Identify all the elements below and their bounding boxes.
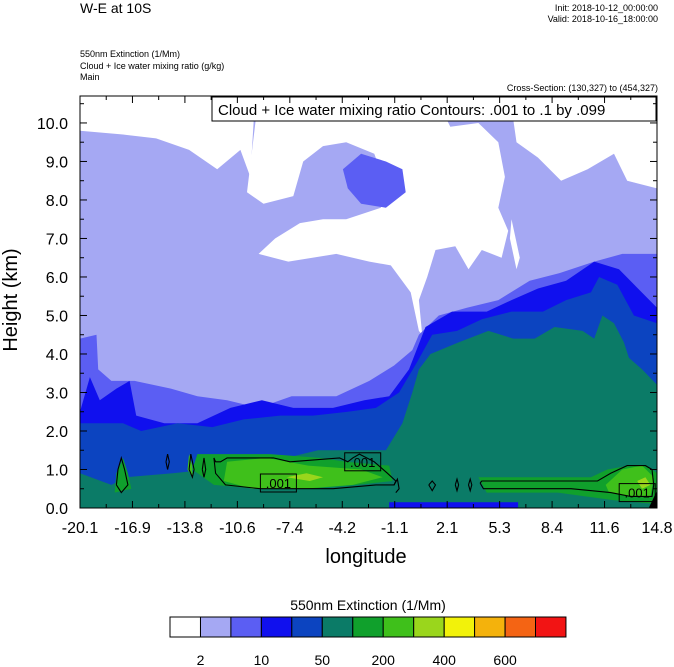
colorbar-swatch-3	[260, 616, 293, 638]
mixing-ratio-contour-9	[467, 477, 473, 493]
colorbar-swatch-9	[443, 616, 476, 638]
colorbar-swatch-5	[321, 616, 354, 638]
field-name-domain: Main	[80, 72, 100, 82]
contour-label-0: .001	[350, 455, 375, 470]
colorbar-swatch-6	[352, 616, 384, 638]
x-tick-label-5: -4.2	[329, 520, 357, 537]
valid-time: Valid: 2018-10-16_18:00:00	[547, 14, 658, 24]
y-tick-label-7: 7.0	[46, 232, 68, 249]
extinction-region-19	[648, 490, 657, 508]
y-tick-label-1: 1.0	[46, 463, 68, 480]
colorbar-label-0: 2	[197, 652, 205, 667]
mixing-ratio-contour-4	[165, 453, 170, 470]
y-axis-label: Height (km)	[0, 248, 22, 351]
mixing-ratio-contour-7	[428, 480, 437, 492]
x-tick-label-11: 14.8	[641, 520, 672, 537]
colorbar-label-4: 400	[433, 652, 457, 667]
colorbar-label-1: 10	[254, 652, 270, 667]
contour-info-box: Cloud + Ice water mixing ratio Contours:…	[211, 96, 657, 122]
extinction-region-16	[286, 473, 323, 481]
x-tick-label-6: -1.1	[381, 520, 409, 537]
mixing-ratio-contour-2	[479, 465, 655, 497]
y-tick-label-9: 9.0	[46, 155, 68, 172]
colorbar: 2 10 50 200 400 600	[169, 616, 567, 667]
x-tick-label-7: 2.1	[436, 520, 458, 537]
contour-label-1: .001	[266, 476, 291, 491]
colorbar-label-5: 600	[493, 652, 517, 667]
x-tick-label-4: -7.4	[276, 520, 304, 537]
mixing-ratio-contour-8	[454, 477, 460, 493]
x-axis-label: longitude	[325, 546, 406, 568]
mixing-ratio-contour-1	[393, 477, 400, 493]
colorbar-label-3: 200	[372, 652, 396, 667]
colorbar-swatch-0	[169, 616, 201, 638]
mixing-ratio-contour-0	[213, 453, 397, 490]
colorbar-swatch-11	[504, 616, 537, 638]
extinction-region-4	[509, 219, 520, 270]
colorbar-swatch-2	[230, 616, 262, 638]
x-tick-label-2: -13.8	[167, 520, 204, 537]
field-name-extinction: 550nm Extinction (1/Mm)	[80, 49, 181, 59]
extinction-region-1	[80, 96, 256, 177]
extinction-fill-layer	[80, 96, 657, 508]
extinction-region-17	[637, 477, 651, 489]
y-tick-label-2: 2.0	[46, 424, 68, 441]
x-tick-label-10: 11.6	[590, 520, 620, 537]
y-tick-label-6: 6.0	[46, 270, 68, 287]
extinction-region-9	[80, 315, 657, 508]
cross-section-label: Cross-Section: (130,327) to (454,327)	[506, 83, 658, 93]
y-tick-label-3: 3.0	[46, 386, 68, 403]
colorbar-swatch-1	[200, 616, 232, 638]
x-tick-label-8: 5.3	[488, 520, 510, 537]
mixing-ratio-contour-3	[115, 455, 129, 494]
y-tick-label-10: 10.0	[37, 116, 68, 133]
colorbar-label-2: 50	[315, 652, 331, 667]
y-tick-label-8: 8.0	[46, 193, 68, 210]
y-tick-label-5: 5.0	[46, 309, 68, 326]
y-tick-label-0: 0.0	[46, 501, 68, 518]
extinction-region-5	[342, 153, 406, 208]
mixing-ratio-contour-5	[188, 453, 195, 479]
x-tick-label-0: -20.1	[62, 520, 99, 537]
colorbar-swatch-8	[413, 616, 445, 638]
field-name-mixing-ratio: Cloud + Ice water mixing ratio (g/kg)	[80, 61, 225, 71]
colorbar-swatch-10	[474, 616, 506, 638]
contour-label-2: .001	[625, 486, 650, 501]
mixing-ratio-contour-6	[201, 457, 207, 478]
x-tick-label-9: 8.4	[541, 520, 563, 537]
contour-label-box-0	[344, 452, 382, 472]
x-tick-label-1: -16.9	[114, 520, 151, 537]
init-time: Init: 2018-10-12_00:00:00	[554, 3, 658, 13]
contour-label-box-2	[618, 483, 656, 503]
extinction-region-2	[247, 96, 509, 335]
contour-info-text: Cloud + Ice water mixing ratio Contours:…	[218, 102, 605, 119]
y-tick-label-4: 4.0	[46, 347, 68, 364]
x-axis: -20.1 -16.9 -13.8 -10.6 -7.4 -4.2 -1.1 2.1 5.3 8.…	[62, 96, 673, 537]
x-tick-label-3: -10.6	[219, 520, 256, 537]
colorbar-swatch-7	[382, 616, 415, 638]
contour-label-box-1	[259, 473, 297, 493]
extinction-region-18	[389, 502, 519, 508]
y-axis: 0.0 1.0 2.0 3.0 4.0 5.0 6.0 7.0 8.0 9.0 10.0	[37, 103, 657, 518]
colorbar-title: 550nm Extinction (1/Mm)	[290, 597, 446, 613]
page-title: W-E at 10S	[80, 0, 152, 16]
extinction-region-13	[223, 457, 383, 489]
extinction-region-11	[478, 465, 657, 505]
colorbar-swatch-4	[291, 616, 323, 638]
contour-info-frame	[211, 96, 657, 122]
mixing-ratio-contour-layer	[115, 453, 655, 497]
contour-label-layer: .001 .001 .001	[259, 452, 656, 503]
extinction-region-14	[605, 465, 654, 497]
colorbar-swatch-12	[535, 616, 567, 638]
